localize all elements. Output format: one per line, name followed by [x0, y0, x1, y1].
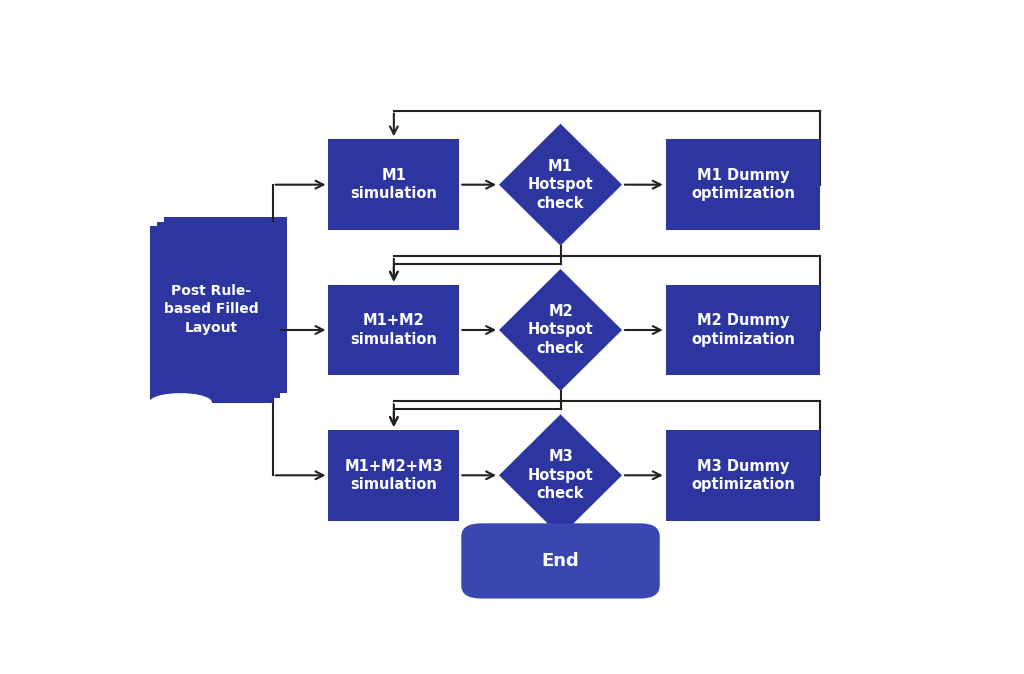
- FancyBboxPatch shape: [666, 430, 820, 521]
- Text: M2 Dummy
optimization: M2 Dummy optimization: [691, 313, 795, 347]
- Text: M1+M2
simulation: M1+M2 simulation: [350, 313, 437, 347]
- Text: M3
Hotspot
check: M3 Hotspot check: [527, 449, 593, 501]
- Ellipse shape: [150, 394, 211, 411]
- FancyBboxPatch shape: [329, 140, 460, 230]
- FancyBboxPatch shape: [329, 430, 460, 521]
- Text: M1
Hotspot
check: M1 Hotspot check: [527, 158, 593, 211]
- FancyBboxPatch shape: [164, 217, 287, 394]
- FancyBboxPatch shape: [150, 226, 272, 402]
- Polygon shape: [499, 415, 622, 537]
- FancyBboxPatch shape: [666, 140, 820, 230]
- FancyBboxPatch shape: [157, 222, 280, 398]
- FancyBboxPatch shape: [462, 523, 659, 599]
- FancyBboxPatch shape: [666, 284, 820, 375]
- Text: M1 Dummy
optimization: M1 Dummy optimization: [691, 168, 795, 202]
- Text: M1
simulation: M1 simulation: [350, 168, 437, 202]
- Text: M2
Hotspot
check: M2 Hotspot check: [527, 304, 593, 356]
- Text: Post Rule-
based Filled
Layout: Post Rule- based Filled Layout: [164, 284, 259, 334]
- Polygon shape: [499, 269, 622, 391]
- FancyBboxPatch shape: [329, 284, 460, 375]
- Text: M1+M2+M3
simulation: M1+M2+M3 simulation: [344, 458, 443, 492]
- Text: End: End: [542, 552, 580, 570]
- Text: M3 Dummy
optimization: M3 Dummy optimization: [691, 458, 795, 492]
- Polygon shape: [499, 124, 622, 245]
